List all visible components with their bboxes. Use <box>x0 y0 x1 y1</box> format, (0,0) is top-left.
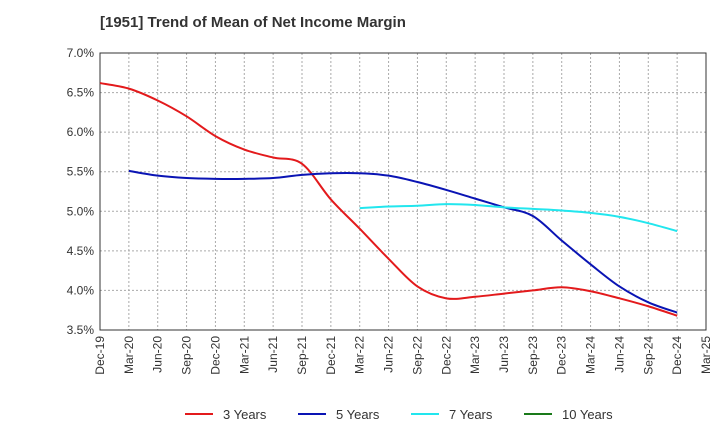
legend-label: 5 Years <box>336 407 380 422</box>
x-tick-label: Jun-24 <box>612 336 626 373</box>
x-tick-label: Mar-24 <box>584 336 598 374</box>
x-tick-label: Dec-20 <box>208 336 222 375</box>
y-tick-label: 4.5% <box>67 244 95 258</box>
x-tick-label: Sep-23 <box>526 336 540 375</box>
y-tick-label: 5.5% <box>67 165 95 179</box>
y-tick-label: 5.0% <box>67 204 95 218</box>
series-line-7-years <box>359 203 678 233</box>
x-tick-label: Dec-23 <box>555 336 569 375</box>
x-tick-label: Mar-23 <box>468 336 482 374</box>
y-tick-label: 7.0% <box>67 46 95 60</box>
x-tick-label: Mar-25 <box>699 336 713 374</box>
x-tick-label: Jun-23 <box>497 336 511 373</box>
x-tick-label: Dec-19 <box>93 336 107 375</box>
x-tick-label: Mar-20 <box>122 336 136 374</box>
y-tick-label: 6.5% <box>67 86 95 100</box>
legend-label: 3 Years <box>223 407 267 422</box>
x-tick-label: Sep-20 <box>180 336 194 375</box>
chart-title: [1951] Trend of Mean of Net Income Margi… <box>100 14 406 31</box>
x-tick-label: Dec-24 <box>670 336 684 375</box>
y-tick-label: 4.0% <box>67 283 95 297</box>
series-line-3-years <box>99 82 678 317</box>
x-tick-label: Jun-20 <box>151 336 165 373</box>
x-tick-label: Mar-22 <box>353 336 367 374</box>
x-tick-label: Mar-21 <box>237 336 251 374</box>
x-tick-label: Dec-22 <box>439 336 453 375</box>
plot-area <box>100 53 706 330</box>
y-tick-label: 6.0% <box>67 125 95 139</box>
x-tick-label: Jun-22 <box>382 336 396 373</box>
series-line-5-years <box>128 169 678 314</box>
x-tick-label: Jun-21 <box>266 336 280 373</box>
x-tick-label: Dec-21 <box>324 336 338 375</box>
legend-label: 10 Years <box>562 407 613 422</box>
x-tick-label: Sep-24 <box>641 336 655 375</box>
plot-frame <box>99 52 707 331</box>
x-tick-label: Sep-22 <box>410 336 424 375</box>
x-tick-label: Sep-21 <box>295 336 309 375</box>
y-tick-label: 3.5% <box>67 323 95 337</box>
legend-label: 7 Years <box>449 407 493 422</box>
